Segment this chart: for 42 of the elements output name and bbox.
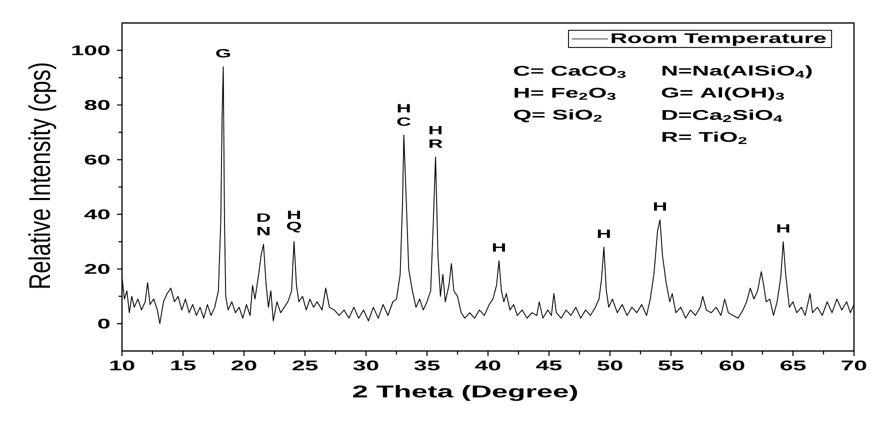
y-axis-title: Relative Intensity (cps) <box>28 63 56 288</box>
annotation: R <box>430 139 442 148</box>
y-tick-label: 40 <box>84 209 110 220</box>
annotation: H <box>430 126 442 134</box>
x-tick-label: 20 <box>232 360 256 370</box>
annotation: H <box>598 230 610 238</box>
y-tick-label: 60 <box>84 154 110 165</box>
x-tick-label: 45 <box>536 360 562 370</box>
annotation: G= Al(OH)$_{3}$ <box>662 87 784 100</box>
annotation: C= CaCO$_{3}$ <box>514 66 626 78</box>
annotation: H <box>492 243 505 252</box>
annotation: D <box>258 213 270 222</box>
x-tick-label: 60 <box>720 360 744 370</box>
y-tick-label: 20 <box>84 264 110 274</box>
y-tick-label: 100 <box>72 45 110 56</box>
annotation: R= TiO$_{2}$ <box>662 132 746 144</box>
annotation: G <box>216 49 230 58</box>
annotation: H <box>398 104 410 112</box>
annotation: C <box>397 117 411 126</box>
x-axis-title: 2 Theta (Degree) <box>353 385 578 401</box>
annotation: H <box>777 224 790 232</box>
annotation: H <box>654 202 666 211</box>
annotation: D=Ca$_{2}$SiO$_{4}$ <box>662 110 782 122</box>
annotation: Q <box>286 222 302 232</box>
annotation: H= Fe$_{2}$O$_{3}$ <box>514 88 616 100</box>
annotation: Q= SiO$_{2}$ <box>514 109 602 122</box>
y-tick-label: 80 <box>84 100 110 110</box>
x-tick-label: 40 <box>475 360 500 370</box>
x-tick-label: 25 <box>292 360 318 370</box>
x-tick-label: 10 <box>110 360 134 370</box>
annotation: N <box>258 226 270 236</box>
legend-label: Room Temperature <box>612 33 826 46</box>
annotation: N=Na(AlSiO$_{4}$) <box>662 65 812 78</box>
annotation: H <box>288 210 300 219</box>
x-tick-label: 70 <box>842 360 866 370</box>
x-tick-label: 35 <box>414 360 440 370</box>
x-tick-label: 55 <box>658 360 684 370</box>
x-tick-label: 65 <box>780 360 806 370</box>
x-tick-label: 15 <box>171 360 196 370</box>
x-tick-label: 50 <box>597 360 622 370</box>
x-tick-label: 30 <box>353 360 378 370</box>
y-tick-label: 0 <box>98 318 110 329</box>
